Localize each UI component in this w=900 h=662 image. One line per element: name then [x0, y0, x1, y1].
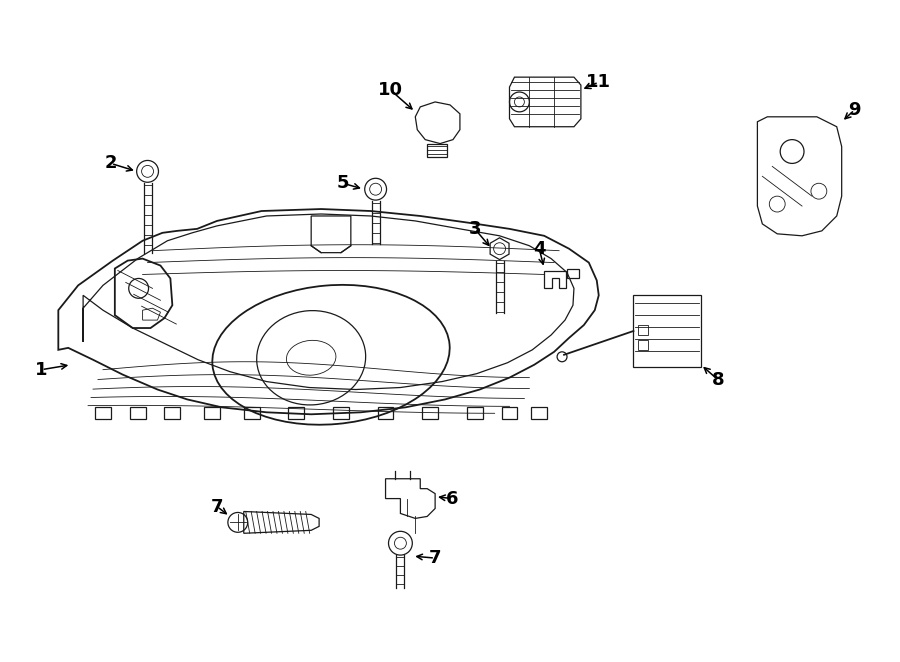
Text: 10: 10: [378, 81, 403, 99]
Text: 5: 5: [337, 174, 349, 192]
Text: 1: 1: [35, 361, 48, 379]
Text: 11: 11: [586, 73, 611, 91]
Bar: [428, 144, 447, 158]
Text: 7: 7: [429, 549, 441, 567]
Text: 8: 8: [711, 371, 724, 389]
Text: 3: 3: [469, 220, 481, 238]
Bar: [634, 295, 701, 367]
Bar: [638, 325, 648, 335]
Text: 7: 7: [211, 498, 223, 516]
Bar: [638, 340, 648, 350]
Text: 6: 6: [446, 490, 458, 508]
Text: 2: 2: [104, 154, 117, 172]
Text: 4: 4: [533, 240, 545, 258]
Text: 9: 9: [849, 101, 860, 119]
